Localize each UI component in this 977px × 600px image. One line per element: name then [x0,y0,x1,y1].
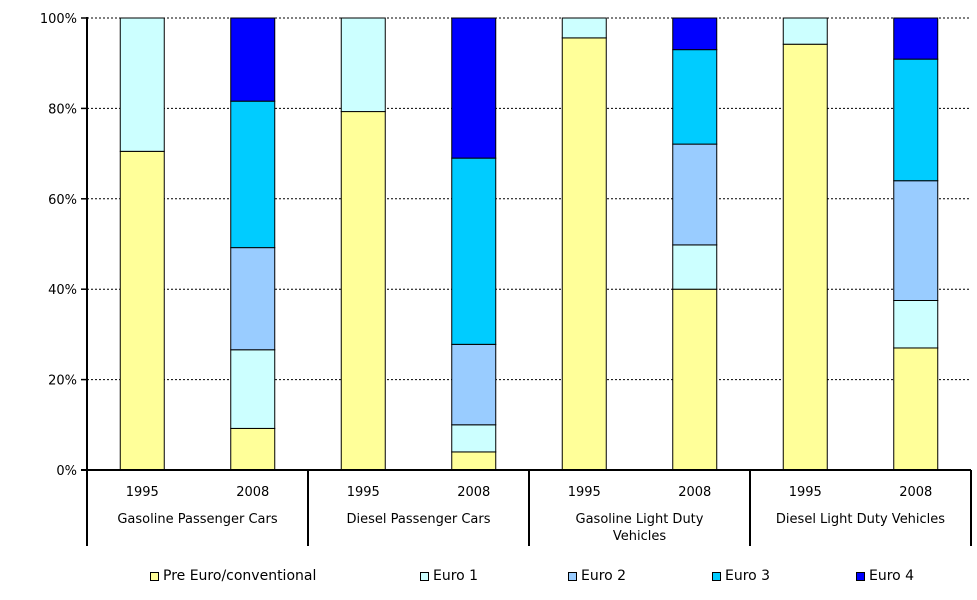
legend-item: Euro 1 [420,566,478,586]
bar-segment [782,43,828,471]
axes [81,17,972,546]
legend: Pre Euro/conventional Euro 1 Euro 2 Euro 3 E… [0,566,977,588]
bar-segment [451,17,497,159]
x-category-labels: 1995 2008 1995 2008 1995 2008 1995 2008 [126,485,933,500]
legend-item: Euro 3 [712,566,770,586]
legend-label: Pre Euro/conventional [163,568,317,584]
bar-segment [672,288,718,471]
y-tick-label: 60% [48,193,77,208]
y-tick-labels: 0% 20% 40% 60% 80% 100% [40,12,77,479]
group-label: Diesel Light Duty Vehicles [776,512,945,527]
y-tick-label: 80% [48,102,77,117]
bar-segment [451,157,497,345]
x-tick-label: 2008 [899,485,932,500]
bar-segment [893,58,939,182]
bar-segment [561,37,607,471]
bar-segment [119,150,165,471]
bar-segment [672,49,718,145]
legend-label: Euro 1 [433,568,479,584]
x-tick-label: 2008 [236,485,269,500]
bar-segment [561,17,607,39]
y-tick-label: 0% [56,464,77,479]
bar-segment [893,17,939,60]
bar-segment [230,349,276,429]
legend-swatch [420,571,429,581]
bar-segment [672,143,718,246]
bars [119,17,939,471]
bar-segment [893,300,939,349]
x-group-labels: Gasoline Passenger Cars Diesel Passenger … [117,512,945,544]
y-tick-label: 100% [40,12,77,27]
x-tick-label: 2008 [457,485,490,500]
bar-segment [230,100,276,249]
group-label: Gasoline Light Duty Vehicles [576,512,704,544]
bar-segment [451,451,497,471]
x-tick-label: 1995 [568,485,601,500]
legend-label: Euro 3 [725,568,771,584]
bar-segment [340,111,386,471]
bar-segment [672,17,718,51]
bar-segment [230,17,276,102]
y-tick-label: 20% [48,374,77,389]
legend-item: Euro 4 [856,566,914,586]
x-tick-label: 1995 [126,485,159,500]
legend-swatch [150,571,159,581]
bar-segment [782,17,828,45]
x-tick-label: 1995 [789,485,822,500]
bar-segment [340,17,386,113]
bar-segment [893,347,939,471]
bar-segment [230,427,276,471]
bar-segment [119,17,165,152]
legend-item: Euro 2 [568,566,626,586]
x-tick-label: 2008 [678,485,711,500]
group-label: Diesel Passenger Cars [346,512,490,527]
x-tick-label: 1995 [347,485,380,500]
bar-segment [893,180,939,301]
legend-swatch [568,571,577,581]
bar-segment [230,247,276,351]
bar-segment [451,343,497,426]
group-label: Gasoline Passenger Cars [117,512,277,527]
legend-label: Euro 2 [581,568,627,584]
bar-segment [451,424,497,453]
y-tick-label: 40% [48,283,77,298]
gridlines [87,17,971,381]
legend-label: Euro 4 [869,568,915,584]
bar-segment [672,244,718,290]
legend-swatch [712,571,721,581]
legend-swatch [856,571,865,581]
legend-item: Pre Euro/conventional [150,566,316,586]
